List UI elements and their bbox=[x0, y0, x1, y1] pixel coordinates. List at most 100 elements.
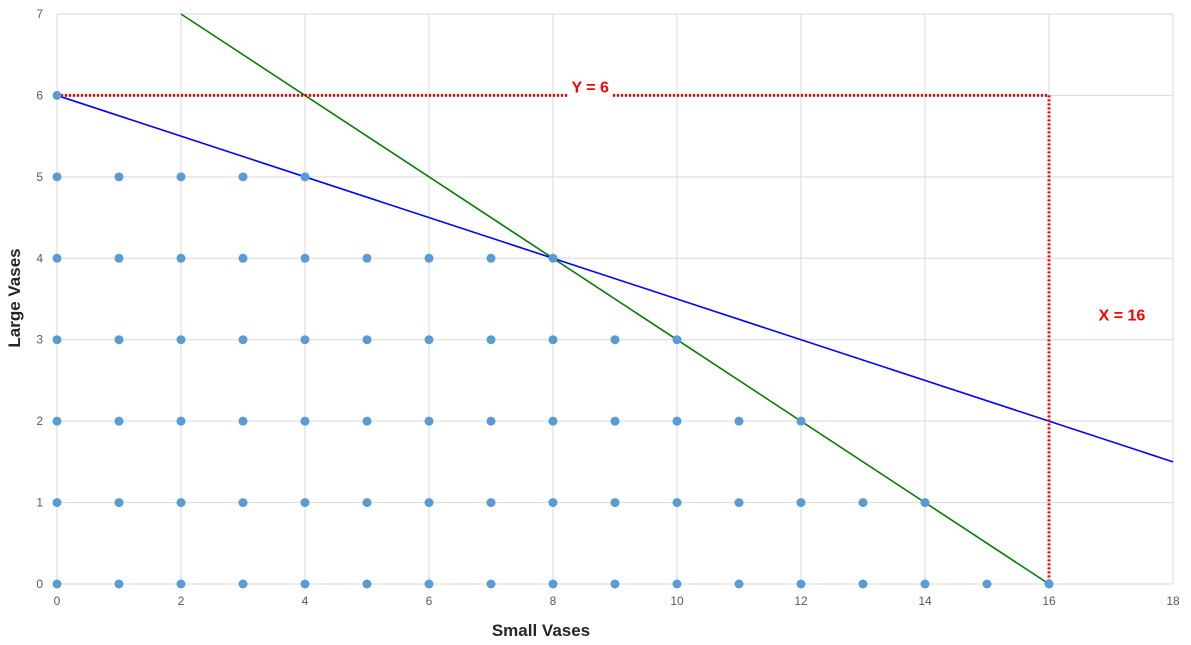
data-point bbox=[796, 579, 806, 589]
data-point bbox=[486, 416, 496, 426]
data-point bbox=[114, 172, 124, 182]
data-point bbox=[796, 416, 806, 426]
data-point bbox=[610, 335, 620, 345]
data-point bbox=[486, 253, 496, 263]
x-axis-ticks: 0 2 4 6 8 10 12 14 16 18 bbox=[54, 594, 1180, 608]
data-point bbox=[114, 498, 124, 508]
data-point bbox=[114, 416, 124, 426]
data-point bbox=[238, 416, 248, 426]
y-tick-label: 4 bbox=[36, 251, 43, 265]
x-tick-label: 4 bbox=[302, 594, 309, 608]
x-tick-label: 10 bbox=[670, 594, 684, 608]
data-point bbox=[52, 498, 62, 508]
constraint-lines bbox=[56, 13, 1174, 585]
data-point bbox=[672, 498, 682, 508]
data-point bbox=[300, 498, 310, 508]
data-point bbox=[920, 579, 930, 589]
data-point bbox=[362, 416, 372, 426]
y-tick-label: 3 bbox=[36, 333, 43, 347]
data-point bbox=[176, 416, 186, 426]
x-axis-title: Small Vases bbox=[492, 621, 590, 640]
data-point bbox=[548, 253, 558, 263]
data-point bbox=[238, 498, 248, 508]
data-point bbox=[424, 579, 434, 589]
data-point bbox=[796, 498, 806, 508]
data-point bbox=[486, 498, 496, 508]
data-point bbox=[424, 253, 434, 263]
data-point bbox=[672, 335, 682, 345]
data-point bbox=[52, 335, 62, 345]
data-point bbox=[52, 579, 62, 589]
data-point bbox=[238, 253, 248, 263]
data-point bbox=[548, 498, 558, 508]
y-tick-label: 1 bbox=[36, 496, 43, 510]
data-point bbox=[548, 416, 558, 426]
y-tick-label: 2 bbox=[36, 414, 43, 428]
data-point bbox=[114, 253, 124, 263]
data-point bbox=[610, 498, 620, 508]
data-point bbox=[300, 253, 310, 263]
data-point bbox=[300, 416, 310, 426]
data-point bbox=[52, 90, 62, 100]
data-point bbox=[362, 579, 372, 589]
y-tick-label: 0 bbox=[36, 577, 43, 591]
data-point bbox=[300, 172, 310, 182]
data-point bbox=[114, 579, 124, 589]
data-point bbox=[734, 498, 744, 508]
data-point bbox=[300, 335, 310, 345]
data-point bbox=[486, 579, 496, 589]
data-point bbox=[52, 416, 62, 426]
data-point bbox=[610, 416, 620, 426]
data-point bbox=[548, 335, 558, 345]
data-point bbox=[424, 498, 434, 508]
x-tick-label: 18 bbox=[1166, 594, 1180, 608]
data-point bbox=[52, 172, 62, 182]
y-tick-label: 7 bbox=[36, 7, 43, 21]
data-point bbox=[300, 579, 310, 589]
x-tick-label: 14 bbox=[918, 594, 932, 608]
x-tick-label: 2 bbox=[178, 594, 185, 608]
blue-constraint-line bbox=[56, 94, 1174, 463]
x-limit-label: X = 16 bbox=[1099, 307, 1146, 324]
data-point bbox=[424, 335, 434, 345]
y-axis-ticks: 0 1 2 3 4 5 6 7 bbox=[36, 7, 43, 591]
data-point bbox=[362, 335, 372, 345]
annotation-background bbox=[568, 78, 613, 98]
data-point bbox=[672, 579, 682, 589]
data-point bbox=[858, 579, 868, 589]
x-tick-label: 0 bbox=[54, 594, 61, 608]
data-point bbox=[362, 253, 372, 263]
data-point bbox=[176, 498, 186, 508]
data-point bbox=[1044, 579, 1054, 589]
data-point bbox=[362, 498, 372, 508]
data-point bbox=[238, 335, 248, 345]
data-point bbox=[982, 579, 992, 589]
data-point bbox=[486, 335, 496, 345]
y-tick-label: 5 bbox=[36, 170, 43, 184]
data-point bbox=[734, 416, 744, 426]
data-point bbox=[52, 253, 62, 263]
data-point bbox=[424, 416, 434, 426]
data-point bbox=[176, 253, 186, 263]
annotation-background bbox=[1095, 306, 1149, 326]
x-tick-label: 6 bbox=[426, 594, 433, 608]
y-limit-label: Y = 6 bbox=[571, 79, 609, 96]
data-point bbox=[114, 335, 124, 345]
data-point bbox=[176, 579, 186, 589]
x-tick-label: 12 bbox=[794, 594, 808, 608]
data-point bbox=[176, 172, 186, 182]
feasible-points bbox=[52, 90, 1054, 589]
data-point bbox=[734, 579, 744, 589]
data-point bbox=[176, 335, 186, 345]
data-point bbox=[238, 579, 248, 589]
data-point bbox=[672, 416, 682, 426]
green-constraint-line bbox=[180, 13, 1050, 585]
y-tick-label: 6 bbox=[36, 88, 43, 102]
x-tick-label: 16 bbox=[1042, 594, 1056, 608]
x-tick-label: 8 bbox=[550, 594, 557, 608]
data-point bbox=[610, 579, 620, 589]
annotations: Y = 6 X = 16 bbox=[568, 78, 1149, 326]
y-axis-title: Large Vases bbox=[5, 248, 24, 347]
data-point bbox=[920, 498, 930, 508]
